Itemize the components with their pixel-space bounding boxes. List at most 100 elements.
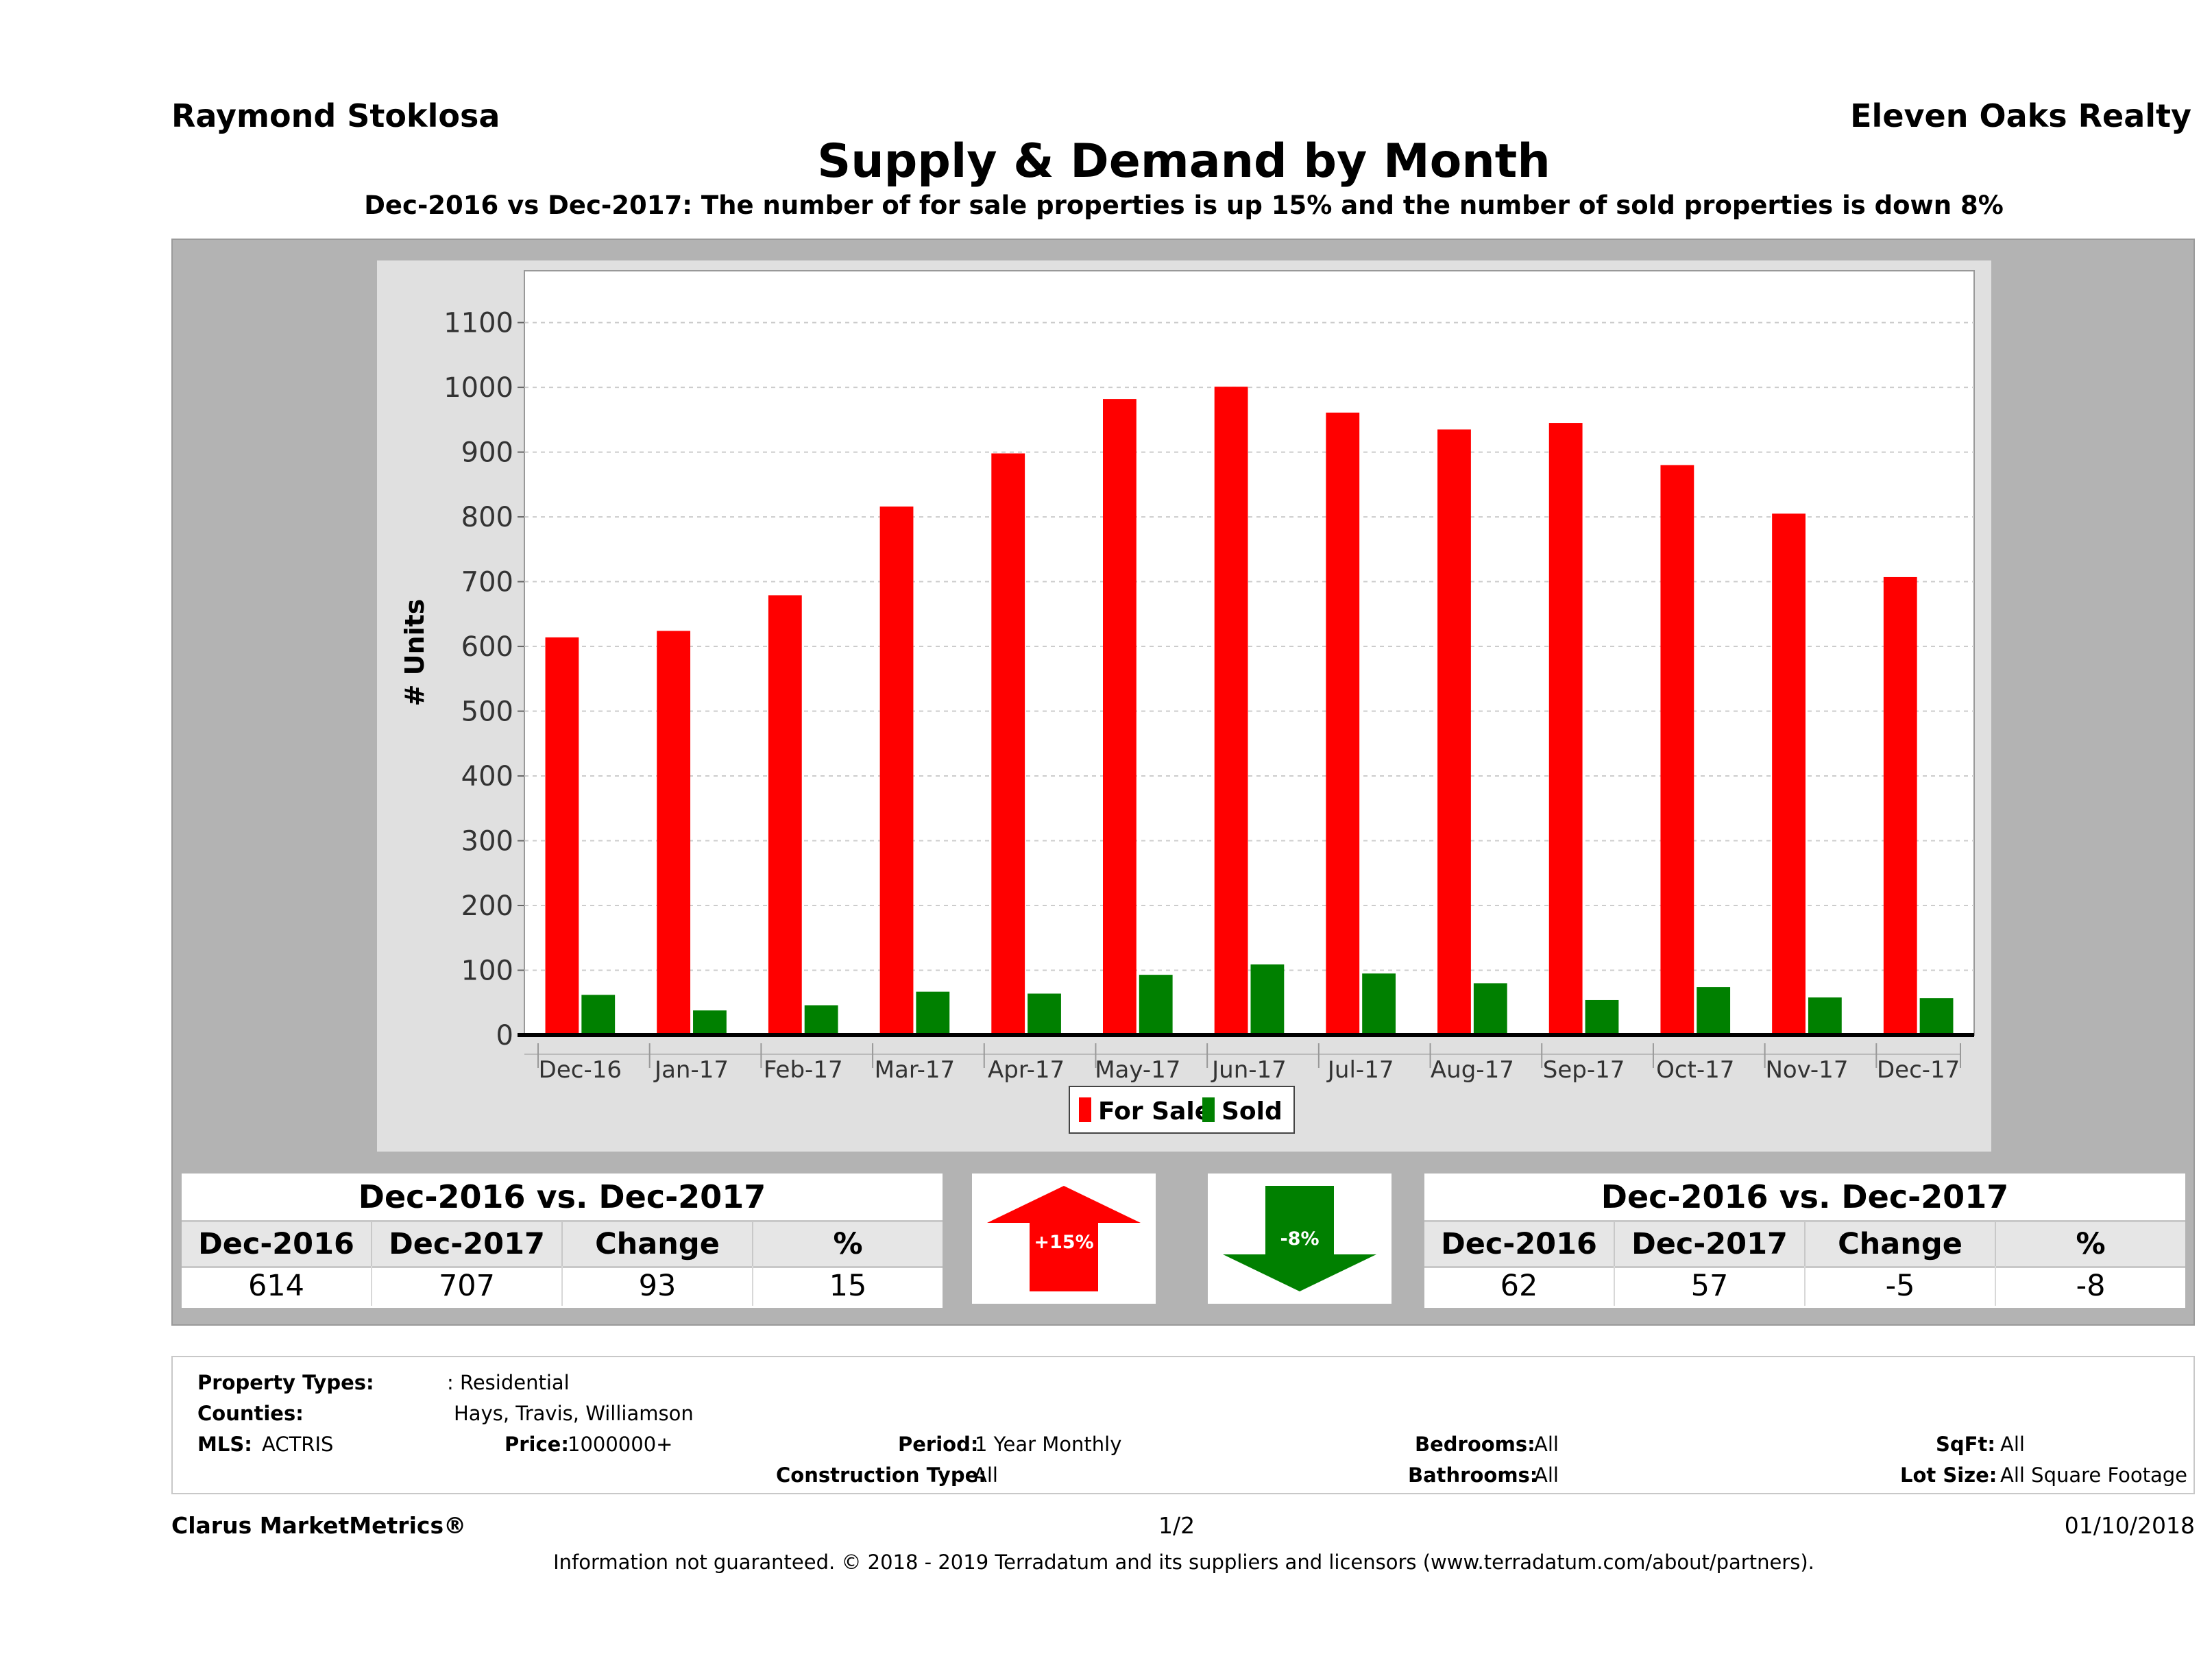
table-cell: 57 (1615, 1266, 1806, 1306)
bathrooms-value: All (1534, 1463, 1559, 1487)
sold-bar (693, 1010, 727, 1035)
construction-type-label: Construction Type: (776, 1463, 986, 1487)
column-header: Change (1806, 1222, 1996, 1266)
sold-table: Dec-2016 vs. Dec-2017 Dec-2016 Dec-2017 … (1424, 1174, 2185, 1308)
table-cell: 15 (829, 1269, 867, 1303)
for-sale-arrow-box: +15% (972, 1174, 1156, 1304)
sold-bar (1808, 997, 1842, 1035)
for-sale-table: Dec-2016 vs. Dec-2017 Dec-2016 Dec-2017 … (182, 1174, 943, 1308)
filters-box: Property Types: : Residential Counties: … (171, 1356, 2195, 1494)
period-label: Period: (898, 1433, 979, 1456)
for-sale-bar (1548, 423, 1583, 1035)
for-sale-bar (991, 453, 1025, 1035)
for-sale-bar (1326, 412, 1360, 1035)
x-tick-label: Jun-17 (1211, 1056, 1287, 1084)
x-tick-label: Sep-17 (1543, 1056, 1625, 1084)
x-tick-label: Dec-17 (1877, 1056, 1960, 1084)
counties-value: Hays, Travis, Williamson (454, 1402, 694, 1425)
for-sale-bar (1437, 429, 1471, 1035)
for-sale-arrow-label: +15% (1034, 1232, 1093, 1253)
y-tick-label: 500 (461, 696, 513, 728)
x-tick-label: Aug-17 (1431, 1056, 1514, 1084)
for-sale-table-row: 614 707 93 15 (182, 1266, 943, 1306)
column-header: Dec-2016 (182, 1222, 372, 1266)
column-header: Dec-2016 (1424, 1222, 1615, 1266)
bar-chart: 0 100 200 300 400 500 600 700 800 900 1000 1100 Dec-… (400, 270, 1975, 1134)
for-sale-table-header: Dec-2016 Dec-2017 Change % (182, 1220, 943, 1268)
for-sale-bar (768, 595, 802, 1035)
property-types-value: : Residential (447, 1371, 570, 1394)
sold-bar (1362, 973, 1396, 1035)
for-sale-bar (1214, 387, 1248, 1035)
sold-bar (1585, 999, 1619, 1035)
x-tick-label: Nov-17 (1765, 1056, 1848, 1084)
for-sale-bar (1883, 576, 1917, 1035)
for-sale-bar (879, 506, 914, 1035)
brand-name: Clarus MarketMetrics® (171, 1512, 467, 1539)
legend-label: For Sale (1098, 1097, 1211, 1126)
y-tick-label: 200 (461, 890, 513, 922)
sold-table-title: Dec-2016 vs. Dec-2017 (1601, 1178, 2009, 1215)
sold-bar (1473, 983, 1507, 1035)
column-header: % (2076, 1227, 2106, 1261)
legend-label: Sold (1222, 1097, 1283, 1126)
bedrooms-value: All (1534, 1433, 1559, 1456)
y-tick-label: 800 (461, 502, 513, 533)
y-tick-label: 0 (496, 1020, 513, 1051)
y-axis-label: # Units (400, 599, 430, 707)
page-number: 1/2 (1158, 1512, 1195, 1539)
for-sale-bar (1772, 513, 1806, 1035)
sold-arrow-box: -8% (1208, 1174, 1391, 1304)
legend-swatch (1079, 1097, 1091, 1122)
sqft-value: All (2000, 1433, 2025, 1456)
for-sale-bar (545, 637, 579, 1035)
table-cell: 614 (182, 1266, 372, 1306)
mls-label: MLS: (197, 1433, 252, 1456)
column-header: Dec-2017 (1615, 1222, 1806, 1266)
sold-table-row: 62 57 -5 -8 (1424, 1266, 2185, 1306)
lot-size-value: All Square Footage (2000, 1463, 2188, 1487)
for-sale-bar (1103, 399, 1137, 1035)
table-cell: -8 (2076, 1269, 2106, 1303)
sold-bar (581, 995, 616, 1035)
table-cell: 93 (563, 1266, 753, 1306)
sold-bar (1028, 993, 1061, 1035)
chart-area: 0 100 200 300 400 500 600 700 800 900 1000 1100 Dec-… (377, 260, 1991, 1152)
x-tick-label: Dec-16 (539, 1056, 622, 1084)
sold-table-header: Dec-2016 Dec-2017 Change % (1424, 1220, 2185, 1268)
lot-size-label: Lot Size: (1900, 1463, 1997, 1487)
mls-value: ACTRIS (262, 1433, 334, 1456)
agent-name: Raymond Stoklosa (171, 97, 500, 134)
column-header: Dec-2017 (372, 1222, 563, 1266)
company-name: Eleven Oaks Realty (1850, 97, 2191, 134)
x-tick-label: Jul-17 (1326, 1056, 1394, 1084)
bathrooms-label: Bathrooms: (1408, 1463, 1538, 1487)
disclaimer: Information not guaranteed. © 2018 - 201… (553, 1551, 1814, 1574)
price-value: 1000000+ (568, 1433, 673, 1456)
price-label: Price: (505, 1433, 569, 1456)
sold-bar (916, 991, 950, 1035)
sold-bar (1250, 964, 1285, 1035)
up-arrow-icon: +15% (987, 1186, 1141, 1291)
table-cell: 62 (1424, 1266, 1615, 1306)
report-subtitle: Dec-2016 vs Dec-2017: The number of for … (364, 191, 2004, 220)
counties-label: Counties: (197, 1402, 304, 1425)
construction-type-value: All (973, 1463, 998, 1487)
x-tick-label: Apr-17 (988, 1056, 1065, 1084)
y-tick-label: 1100 (443, 308, 513, 339)
y-tick-label: 1000 (443, 372, 513, 404)
sold-bar (1697, 987, 1731, 1035)
report-title: Supply & Demand by Month (817, 134, 1551, 189)
for-sale-table-title: Dec-2016 vs. Dec-2017 (358, 1178, 766, 1215)
bedrooms-label: Bedrooms: (1415, 1433, 1535, 1456)
y-tick-label: 400 (461, 761, 513, 792)
x-tick-label: May-17 (1095, 1056, 1180, 1084)
for-sale-bar (657, 631, 691, 1035)
x-tick-label: Jan-17 (653, 1056, 729, 1084)
sold-bar (1919, 998, 1954, 1035)
sold-bar (1139, 975, 1173, 1035)
report-date: 01/10/2018 (2064, 1512, 2195, 1539)
y-tick-label: 100 (461, 956, 513, 987)
legend-box (1069, 1086, 1295, 1134)
property-types-label: Property Types: (197, 1371, 374, 1394)
